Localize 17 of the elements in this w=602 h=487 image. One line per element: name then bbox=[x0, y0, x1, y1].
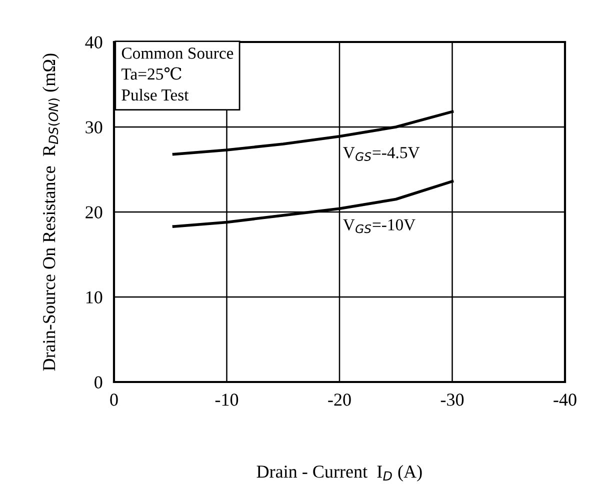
x-tick-label: -20 bbox=[328, 394, 351, 406]
x-tick-label: 0 bbox=[110, 394, 118, 406]
y-tick-label: 0 bbox=[94, 376, 102, 388]
x-axis-title: Drain - Current I$_{D}$ (A) bbox=[256, 465, 422, 482]
x-tick-label: -40 bbox=[554, 394, 576, 406]
series-label: V$_{GS}$=-10V bbox=[343, 219, 416, 234]
annotation: Pulse Test bbox=[122, 88, 189, 101]
y-axis-title: Drain-Source On Resistance R$_{DS(ON)}$ (mΩ) bbox=[42, 54, 60, 371]
x-tick-label: -10 bbox=[215, 394, 238, 406]
annotation: Common Source bbox=[122, 48, 234, 59]
y-tick-label: 10 bbox=[86, 291, 102, 304]
series-label: V$_{GS}$=-4.5V bbox=[343, 147, 420, 161]
y-tick-label: 20 bbox=[86, 206, 102, 218]
annotation: Ta=25℃ bbox=[122, 67, 182, 80]
y-tick-label: 30 bbox=[86, 121, 102, 134]
x-tick-label: -30 bbox=[440, 394, 464, 406]
y-tick-label: 40 bbox=[85, 36, 102, 48]
